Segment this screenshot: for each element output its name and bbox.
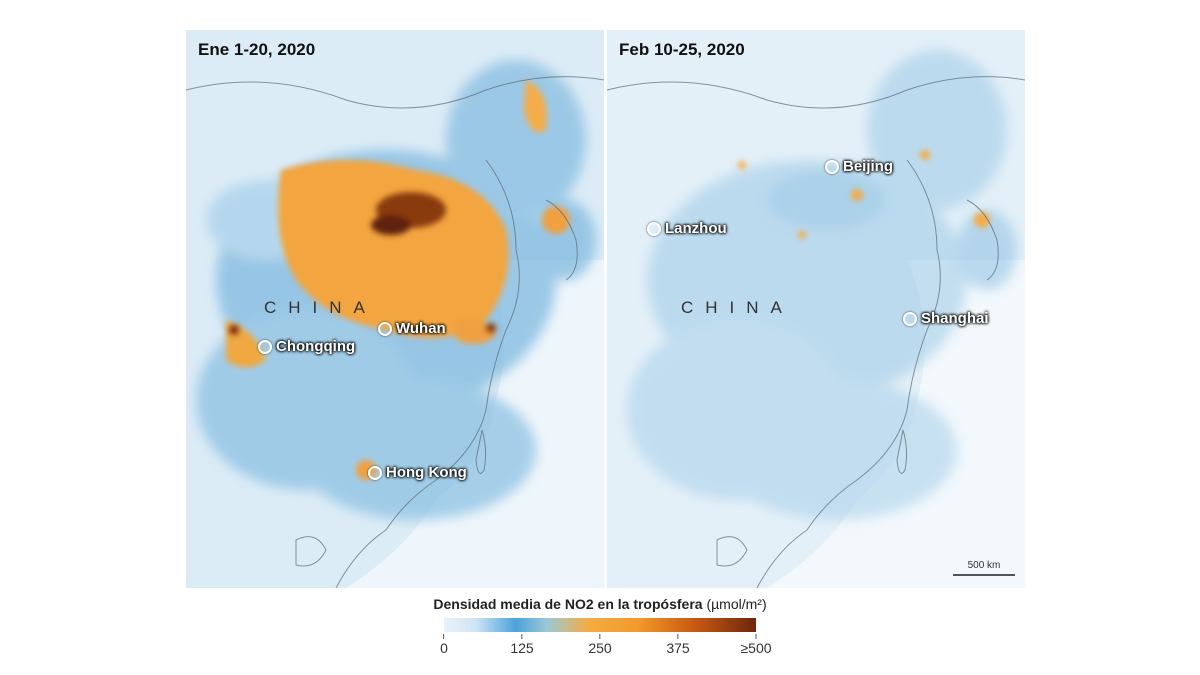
city-shanghai: Shanghai (903, 310, 989, 327)
scale-label: 500 km (967, 560, 1001, 571)
city-label: Beijing (843, 158, 894, 175)
country-label: CHINA (681, 298, 794, 317)
country-label: CHINA (264, 298, 377, 317)
city-lanzhou: Lanzhou (647, 220, 727, 237)
map-panel-jan: Ene 1-20, 2020 CHINA Chongqing Wuhan Hon… (186, 30, 604, 588)
city-label: Chongqing (276, 338, 356, 355)
legend-title-unit: (µmol/m²) (706, 596, 767, 612)
city-marker-icon (647, 221, 661, 236)
legend-tick: ≥500 (740, 634, 772, 656)
scale-bar: 500 km (953, 560, 1015, 576)
borders (607, 76, 1025, 588)
map-panel-feb: Feb 10-25, 2020 CHINA Beijing Lanzhou Sh… (607, 30, 1025, 588)
blue-haze (627, 50, 1017, 520)
no2-map-feb (607, 30, 1025, 588)
city-marker-icon (903, 311, 917, 326)
city-marker-icon (368, 465, 382, 480)
orange-emissions (226, 80, 570, 480)
city-label: Hong Kong (386, 464, 467, 481)
orange-emissions (738, 150, 990, 239)
city-marker-icon (378, 321, 392, 336)
legend-ticks: 0 125 250 375 ≥500 (440, 634, 772, 656)
legend-tick: 125 (510, 634, 534, 656)
borders (186, 76, 604, 588)
legend-tick: 375 (666, 634, 690, 656)
panel-title-jan: Ene 1-20, 2020 (198, 40, 316, 59)
legend-title-main: Densidad media de NO2 en la tropósfera (433, 596, 703, 612)
city-marker-icon (258, 339, 272, 354)
legend-title: Densidad media de NO2 en la tropósfera (… (400, 596, 800, 612)
dark-core (229, 192, 496, 335)
city-chongqing: Chongqing (258, 338, 355, 355)
legend: Densidad media de NO2 en la tropósfera (… (400, 596, 800, 656)
legend-tick: 0 (440, 634, 448, 656)
city-marker-icon (825, 159, 839, 174)
legend-tick: 250 (588, 634, 612, 656)
scale-line (953, 574, 1015, 576)
city-beijing: Beijing (825, 158, 893, 175)
city-label: Shanghai (921, 310, 989, 327)
no2-map-jan (186, 30, 604, 588)
panel-title-feb: Feb 10-25, 2020 (619, 40, 745, 59)
city-label: Wuhan (396, 320, 446, 337)
legend-color-bar (444, 618, 756, 632)
city-wuhan: Wuhan (378, 320, 446, 337)
city-label: Lanzhou (665, 220, 727, 237)
city-hong-kong: Hong Kong (368, 464, 467, 481)
